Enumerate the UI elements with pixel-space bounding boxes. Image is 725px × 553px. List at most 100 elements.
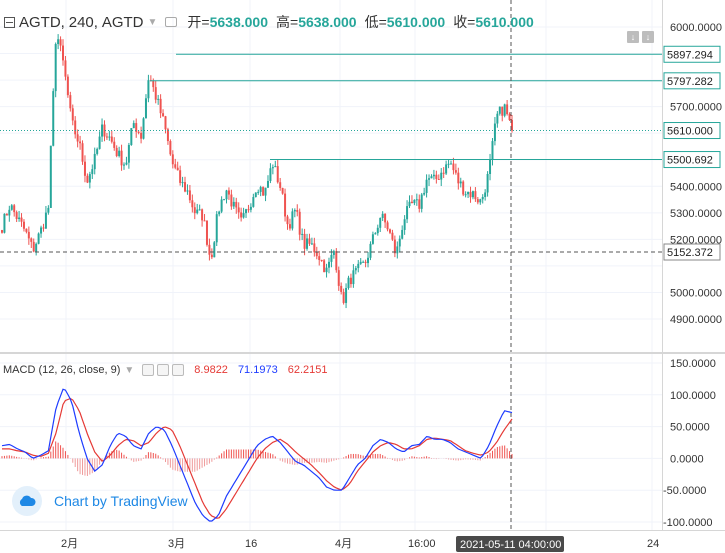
candle-body bbox=[503, 104, 506, 116]
candle-body bbox=[25, 228, 28, 232]
candle-body bbox=[169, 141, 172, 155]
candle-body bbox=[115, 147, 118, 156]
candle-body bbox=[469, 191, 472, 198]
y-tick-label: 4900.0000 bbox=[670, 314, 722, 326]
candle-body bbox=[418, 199, 421, 209]
open-label: 开= bbox=[187, 14, 210, 30]
candle-body bbox=[369, 243, 372, 258]
candle-body bbox=[103, 124, 106, 137]
candle-body bbox=[91, 169, 94, 175]
candle-body bbox=[498, 106, 501, 114]
time-cursor-label[interactable] bbox=[456, 536, 564, 552]
x-tick-label: 4月 bbox=[335, 538, 352, 550]
price-label-box[interactable] bbox=[663, 72, 721, 90]
candle-body bbox=[489, 159, 492, 174]
scale-mode-icon[interactable]: ↓ bbox=[627, 31, 639, 43]
candle-body bbox=[432, 174, 435, 177]
main-legend: AGTD, 240, AGTD ▼ 开= 5638.000 高= 5638.000 … bbox=[2, 12, 534, 32]
candle-body bbox=[364, 261, 367, 264]
candle-body bbox=[191, 200, 194, 208]
chevron-down-icon[interactable]: ▼ bbox=[124, 364, 135, 376]
price-label-box[interactable] bbox=[663, 122, 721, 140]
tradingview-watermark[interactable]: Chart by TradingView bbox=[12, 486, 188, 516]
candle-body bbox=[132, 123, 135, 129]
low-value: 5610.000 bbox=[386, 14, 446, 30]
candle-body bbox=[474, 191, 477, 200]
candle-body bbox=[335, 251, 338, 271]
candle-body bbox=[232, 201, 235, 207]
price-label-box[interactable] bbox=[663, 243, 721, 261]
price-label-text: 5152.372 bbox=[667, 247, 713, 259]
candle-body bbox=[406, 206, 409, 220]
candle-body bbox=[315, 252, 318, 257]
candle-body bbox=[345, 288, 348, 303]
gear-icon[interactable] bbox=[157, 364, 170, 376]
minus-box-icon[interactable] bbox=[4, 16, 15, 28]
signal-line bbox=[2, 397, 513, 519]
candle-body bbox=[262, 187, 265, 196]
candle-body bbox=[449, 163, 452, 165]
price-label-text: 5797.282 bbox=[667, 76, 713, 88]
candle-body bbox=[496, 113, 499, 124]
eye-icon[interactable] bbox=[165, 17, 178, 27]
candle-body bbox=[105, 136, 108, 138]
candle-body bbox=[476, 199, 479, 203]
candle-body bbox=[306, 238, 309, 249]
x-tick-label: 3月 bbox=[168, 538, 185, 550]
candle-body bbox=[144, 98, 147, 119]
candle-body bbox=[506, 104, 509, 115]
candle-body bbox=[428, 178, 431, 180]
candle-body bbox=[288, 224, 291, 229]
candle-body bbox=[491, 141, 494, 160]
candle-body bbox=[213, 242, 216, 258]
close-icon[interactable] bbox=[172, 364, 185, 376]
candle-body bbox=[130, 128, 133, 145]
candle-body bbox=[137, 131, 140, 133]
candle-body bbox=[420, 194, 423, 209]
price-label-box[interactable] bbox=[663, 151, 721, 169]
candle-body bbox=[254, 192, 257, 198]
candle-body bbox=[27, 231, 30, 239]
candle-body bbox=[52, 91, 55, 146]
watermark-text: Chart by TradingView bbox=[54, 493, 188, 509]
candle-body bbox=[298, 211, 301, 235]
candle-body bbox=[1, 230, 3, 233]
candle-body bbox=[164, 116, 167, 130]
candle-body bbox=[442, 172, 445, 174]
symbol-name[interactable]: AGTD bbox=[19, 13, 61, 31]
candle-body bbox=[313, 243, 316, 253]
macd-value: 8.9822 bbox=[194, 364, 228, 376]
candle-body bbox=[13, 205, 16, 213]
y-tick-label: 5700.0000 bbox=[670, 102, 722, 114]
candle-body bbox=[179, 170, 182, 183]
candle-body bbox=[188, 190, 191, 201]
chevron-down-icon[interactable]: ▼ bbox=[147, 16, 158, 28]
candle-body bbox=[245, 209, 248, 214]
candle-body bbox=[208, 244, 211, 255]
candle-body bbox=[108, 136, 111, 138]
candle-body bbox=[508, 114, 511, 121]
candle-body bbox=[296, 210, 299, 212]
scale-mode-icon[interactable]: ↓ bbox=[642, 31, 654, 43]
candle-body bbox=[493, 123, 496, 142]
candle-body bbox=[147, 80, 150, 99]
candle-body bbox=[430, 176, 433, 179]
candle-body bbox=[57, 39, 60, 45]
candle-body bbox=[62, 45, 65, 61]
x-tick-label: 16:00 bbox=[408, 538, 436, 550]
price-label-box[interactable] bbox=[663, 45, 721, 63]
candle-body bbox=[340, 285, 343, 292]
candle-body bbox=[349, 277, 352, 285]
candle-body bbox=[83, 161, 86, 176]
candle-body bbox=[159, 98, 162, 114]
y-tick-label: 100.0000 bbox=[670, 390, 716, 402]
candle-body bbox=[86, 175, 89, 183]
y-tick-label: 5000.0000 bbox=[670, 287, 722, 299]
candle-body bbox=[35, 243, 38, 252]
candle-body bbox=[398, 238, 401, 247]
eye-icon[interactable] bbox=[142, 364, 155, 376]
macd-title[interactable]: MACD (12, 26, close, 9) bbox=[3, 364, 121, 376]
candle-body bbox=[310, 243, 313, 245]
candle-body bbox=[20, 217, 23, 222]
